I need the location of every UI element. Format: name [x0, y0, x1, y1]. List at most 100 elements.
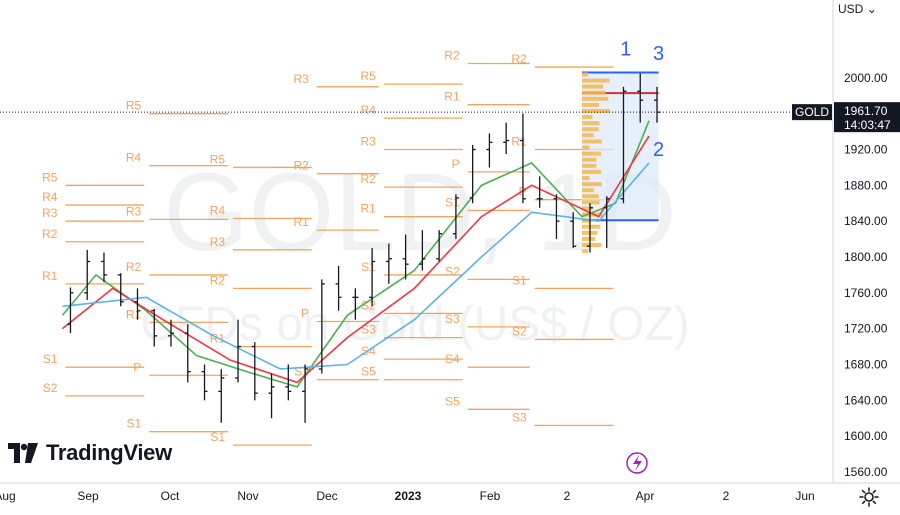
pivot-level-label: R2	[126, 260, 142, 274]
pivot-level-label: R2	[511, 52, 527, 66]
y-tick-label: 1560.00	[844, 465, 888, 479]
ohlc-bar	[503, 122, 510, 154]
pivot-level-label: S1	[127, 417, 142, 431]
volume-profile-bar	[581, 84, 604, 89]
pivot-level-label: R1	[42, 269, 58, 283]
ohlc-bar	[218, 368, 225, 423]
volume-profile-bar	[581, 182, 602, 187]
pivot-level-label: R5	[42, 170, 58, 184]
ohlc-bar	[553, 194, 560, 240]
pivot-level-label: S3	[445, 312, 460, 326]
wave-label: 2	[653, 139, 664, 161]
lightning-icon[interactable]	[626, 452, 648, 474]
pivot-level-label: R2	[42, 227, 58, 241]
volume-profile-bar	[581, 78, 610, 83]
pivot-level-label: R4	[210, 203, 226, 217]
pivot-level-label: S2	[512, 324, 527, 338]
ohlc-bar	[84, 249, 91, 300]
volume-profile-bar	[581, 90, 606, 95]
tradingview-logo[interactable]: TradingView	[8, 440, 172, 466]
pivot-level-label: R1	[126, 307, 142, 321]
pivot-level-label: S3	[361, 323, 376, 337]
last-price-bg	[834, 102, 900, 133]
x-tick-label: 2023	[395, 489, 422, 503]
currency-label: USD	[838, 2, 864, 16]
volume-profile-bar	[581, 218, 591, 223]
x-tick-label: 2	[564, 489, 571, 503]
volume-profile-bar	[581, 194, 599, 199]
ohlc-bar	[637, 73, 644, 123]
moving-average-line	[61, 120, 650, 388]
volume-profile-bar	[581, 102, 599, 107]
pivot-level-label: P	[301, 307, 309, 321]
pivot-level-label: R2	[210, 273, 226, 287]
x-tick-label: Oct	[161, 489, 180, 503]
volume-profile-bar	[581, 157, 597, 162]
pivot-level-label: R1	[361, 202, 377, 216]
volume-profile-bar	[581, 188, 594, 193]
ohlc-bar	[285, 364, 292, 401]
volume-profile-bar	[581, 206, 593, 211]
chart-settings-button[interactable]	[858, 486, 880, 508]
ohlc-bar	[570, 212, 577, 249]
y-tick-label: 1920.00	[844, 143, 888, 157]
volume-profile-bar	[581, 212, 602, 217]
ohlc-bar	[620, 86, 627, 204]
volume-profile-bar	[581, 109, 610, 114]
ohlc-bar	[335, 265, 342, 311]
y-tick-label: 1800.00	[844, 250, 888, 264]
pivot-level-label: P	[452, 157, 460, 171]
ohlc-bar	[352, 288, 359, 320]
pivot-level-label: R3	[42, 206, 58, 220]
x-tick-label: Dec	[316, 489, 337, 503]
ohlc-bar	[402, 234, 409, 280]
x-tick-label: Nov	[237, 489, 258, 503]
ohlc-bar	[151, 308, 158, 347]
ohlc-bar	[419, 230, 426, 271]
gear-icon	[859, 487, 879, 507]
lightning-bolt-glyph	[633, 455, 642, 471]
symbol-tag: GOLD	[795, 105, 829, 119]
pivot-level-label: S1	[210, 430, 225, 444]
ohlc-bar	[201, 364, 208, 401]
y-tick-label: 1640.00	[844, 393, 888, 407]
pivot-level-label: S2	[445, 264, 460, 278]
x-tick-label: 2	[723, 489, 730, 503]
pivot-level-label: S3	[512, 410, 527, 424]
moving-average-line	[61, 135, 650, 384]
pivot-level-label: R1	[444, 90, 460, 104]
volume-profile-bar	[581, 121, 600, 126]
pivot-level-label: R2	[361, 172, 377, 186]
pivot-level-label: S1	[512, 273, 527, 287]
ohlc-bar	[100, 252, 107, 283]
ohlc-bar	[536, 176, 543, 208]
y-tick-label: 1680.00	[844, 358, 888, 372]
pivot-level-label: R5	[361, 69, 377, 83]
ohlc-bar	[302, 364, 309, 423]
x-tick-label: Aug	[0, 489, 16, 503]
ohlc-bar	[318, 279, 325, 374]
volume-profile-bar	[581, 139, 602, 144]
x-tick-label: Apr	[636, 489, 655, 503]
moving-average-line	[62, 162, 650, 370]
y-tick-label: 1760.00	[844, 286, 888, 300]
pivot-level-label: R3	[293, 72, 309, 86]
ohlc-bar	[519, 113, 526, 204]
volume-profile-bar	[581, 163, 597, 168]
pivot-level-label: R3	[126, 204, 142, 218]
y-tick-label: 1840.00	[844, 214, 888, 228]
pivot-level-label: R4	[361, 103, 377, 117]
ohlc-bar	[385, 243, 392, 284]
x-tick-label: Feb	[480, 489, 501, 503]
ohlc-bar	[586, 203, 593, 253]
pivot-level-label: R2	[444, 49, 460, 63]
ohlc-bar	[469, 145, 476, 204]
bar-countdown-label: 14:03:47	[844, 118, 891, 132]
currency-select[interactable]: USD ⌄	[838, 2, 898, 22]
ohlc-bar	[251, 342, 258, 401]
y-tick-label: 1720.00	[844, 322, 888, 336]
chevron-down-icon: ⌄	[866, 2, 877, 16]
volume-profile-bar	[581, 151, 601, 156]
